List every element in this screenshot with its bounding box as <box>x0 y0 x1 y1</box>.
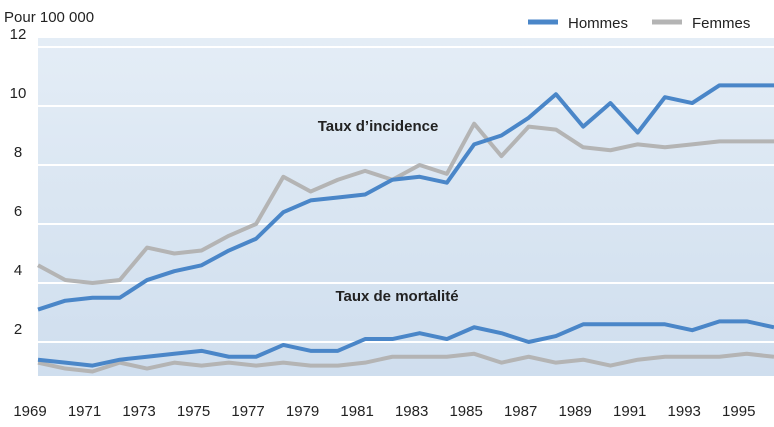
x-tick-label: 1975 <box>177 403 210 420</box>
x-tick-label: 1969 <box>13 403 46 420</box>
line <box>37 351 774 374</box>
line <box>37 83 774 312</box>
x-tick-label: 1979 <box>286 403 319 420</box>
line <box>37 319 774 368</box>
x-tick-label: 1987 <box>504 403 537 420</box>
x-tick-label: 1989 <box>558 403 591 420</box>
y-tick-label: 8 <box>14 144 22 161</box>
y-tick-label: 6 <box>14 203 22 220</box>
legend-label: Hommes <box>568 15 628 32</box>
x-tick-label: 1995 <box>722 403 755 420</box>
line <box>37 121 774 285</box>
x-tick-label: 1983 <box>395 403 428 420</box>
x-tick-label: 1977 <box>231 403 264 420</box>
legend-label: Femmes <box>692 15 750 32</box>
annotation: Taux de mortalité <box>335 288 458 305</box>
plot-area <box>38 38 774 376</box>
x-tick-label: 1973 <box>122 403 155 420</box>
x-tick-label: 1991 <box>613 403 646 420</box>
y-tick-label: 4 <box>14 262 22 279</box>
annotation: Taux d’incidence <box>318 118 439 135</box>
y-tick-label: 2 <box>14 321 22 338</box>
y-axis-label: Pour 100 000 <box>4 9 94 26</box>
x-tick-label: 1981 <box>340 403 373 420</box>
x-tick-label: 1993 <box>668 403 701 420</box>
x-tick-label: 1985 <box>449 403 482 420</box>
y-tick-label: 12 <box>10 26 27 43</box>
x-tick-label: 1971 <box>68 403 101 420</box>
y-tick-label: 10 <box>10 85 27 102</box>
